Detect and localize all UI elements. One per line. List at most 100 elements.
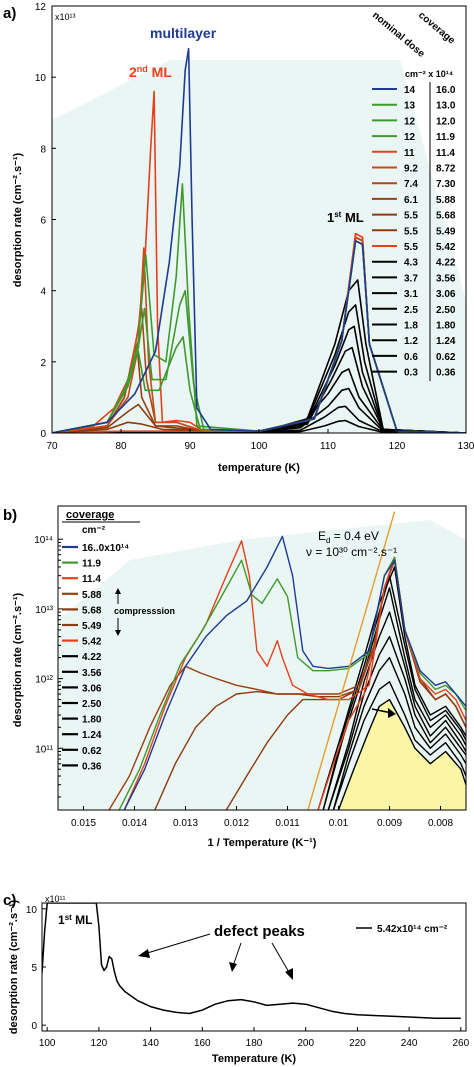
legend-units: cm⁻² x 10¹⁴: [405, 69, 453, 79]
panel-c-multiplier: x10¹¹: [45, 894, 66, 904]
legend-b-label: 3.06: [82, 683, 102, 694]
legend-a-coverage: 4.22: [436, 258, 456, 269]
legend-b-label: 0.36: [82, 761, 102, 772]
compression-arrowhead-down: [115, 630, 121, 636]
legend-b-title: coverage: [66, 509, 114, 521]
legend-a-coverage: 8.72: [436, 164, 456, 175]
panel-a-series: [52, 47, 466, 433]
legend-a-dose: 5.5: [404, 226, 418, 237]
compression-arrowhead-up: [115, 588, 121, 594]
legend-b-label: 5.42: [82, 637, 102, 648]
c-ytick-label: 10: [26, 905, 38, 916]
b-xtick-label: 0.013: [173, 818, 198, 829]
panel-b-series: [108, 511, 466, 810]
legend-a-coverage: 0.36: [436, 368, 456, 379]
legend-a-coverage: 12.0: [436, 116, 456, 127]
legend-b-label: 5.68: [82, 605, 102, 616]
annotation-multilayer: multilayer: [150, 25, 217, 41]
legend-a-dose: 0.6: [404, 352, 418, 363]
legend-a-coverage: 3.56: [436, 273, 456, 284]
legend-a-dose: 7.4: [404, 179, 418, 190]
b-ytick-label: 10¹³: [35, 605, 53, 616]
annotation-2nd-ml: 2nd ML: [129, 64, 172, 80]
annotation-1st-ml: 1st ML: [327, 210, 364, 225]
b-xtick-label: 0.011: [275, 818, 300, 829]
legend-a-dose: 12: [404, 132, 416, 143]
a-ytick-label: 12: [35, 2, 47, 13]
a-ytick-label: 2: [40, 358, 46, 369]
leading-edge-fit-line: [307, 511, 396, 810]
legend-b-label: 4.22: [82, 652, 102, 663]
legend-a-coverage: 0.62: [436, 352, 456, 363]
a-ytick-label: 0: [40, 429, 46, 440]
legend-col2-header: coverage: [416, 10, 457, 47]
panel-c: 100 120 140 160 180 200 220 240 260 0 5 10 c) x10¹¹…: [3, 892, 470, 1065]
c-xtick-label: 220: [349, 1038, 366, 1049]
c-xtick-label: 100: [39, 1038, 56, 1049]
series-b-5.88: [108, 559, 466, 810]
b-area-fill: [338, 699, 466, 810]
a-xtick-label: 100: [251, 441, 268, 452]
legend-b-compression-label: compresssion: [114, 606, 175, 616]
series-c: [42, 903, 461, 1019]
b-xtick-label: 0.009: [377, 818, 402, 829]
legend-c-label: 5.42x10¹⁴ cm⁻²: [377, 924, 448, 935]
panel-b-background-shade: [58, 520, 466, 810]
annotation-c-1st-ml: 1st ML: [58, 913, 92, 927]
panel-b-xlabel: 1 / Temperature (K⁻¹): [208, 837, 317, 849]
legend-b-label: 2.50: [82, 699, 102, 710]
defect-arrowhead-1: [138, 949, 150, 958]
legend-a-coverage: 11.4: [436, 148, 455, 159]
legend-a-dose: 4.3: [404, 258, 418, 269]
a-ytick-label: 10: [35, 73, 47, 84]
legend-a-coverage: 5.42: [436, 242, 456, 253]
legend-b-label: 3.56: [82, 668, 102, 679]
legend-a-coverage: 5.88: [436, 195, 456, 206]
panel-a-ylabel: desorption rate (cm⁻².s⁻¹): [12, 152, 24, 287]
c-xtick-label: 140: [142, 1038, 159, 1049]
legend-b-label: 11.9: [82, 559, 101, 570]
legend-a-dose: 1.8: [404, 321, 418, 332]
panel-b-ticks: 0.015 0.014 0.013 0.012 0.011 0.01 0.009 0.008 1…: [34, 535, 453, 829]
c-xtick-label: 260: [452, 1038, 469, 1049]
c-xtick-label: 180: [246, 1038, 263, 1049]
legend-b-label: 11.4: [82, 574, 101, 585]
c-ytick-label: 5: [31, 963, 37, 974]
b-xtick-label: 0.008: [428, 818, 453, 829]
legend-a-dose: 3.1: [404, 289, 418, 300]
panel-b-legend: coverage cm⁻² 16..0x10¹⁴ 11.9 11.4 5.88 5.68…: [62, 509, 175, 772]
c-xtick-label: 120: [91, 1038, 108, 1049]
legend-b-label: 5.88: [82, 590, 102, 601]
a-ytick-label: 6: [40, 216, 46, 227]
a-xtick-label: 120: [389, 441, 406, 452]
legend-a-coverage: 13.0: [436, 101, 456, 112]
legend-b-label: 0.62: [82, 746, 102, 757]
c-xtick-label: 200: [297, 1038, 314, 1049]
panel-a-xlabel: temperature (K): [218, 462, 300, 474]
legend-a-coverage: 1.80: [436, 321, 456, 332]
legend-a-coverage: 1.24: [436, 336, 456, 347]
legend-a-dose: 5.5: [404, 242, 418, 253]
a-ytick-label: 4: [40, 287, 46, 298]
panel-b: 0.015 0.014 0.013 0.012 0.011 0.01 0.009 0.008 1…: [3, 505, 467, 849]
legend-a-coverage: 16.0: [436, 85, 456, 96]
series-b-16.0: [123, 535, 466, 810]
defect-arrow-3: [271, 942, 291, 975]
b-ytick-label: 10¹⁴: [34, 535, 53, 546]
series-a-0.62: [52, 405, 466, 433]
series-a-11.4: [52, 90, 466, 433]
c-xtick-label: 240: [401, 1038, 418, 1049]
series-b-1.24: [332, 656, 466, 810]
series-b-11.9: [118, 556, 466, 810]
b-ytick-label: 10¹²: [35, 675, 53, 686]
legend-b-label: 1.24: [82, 730, 102, 741]
series-b-0.36: [337, 698, 466, 810]
panel-b-ylabel: desorption rate (cm⁻².s⁻¹): [12, 592, 24, 727]
defect-arrowhead-2: [229, 962, 237, 972]
legend-a-coverage: 11.9: [436, 132, 455, 143]
legend-a-dose: 13: [404, 101, 416, 112]
legend-a-coverage: 7.30: [436, 179, 456, 190]
a-xtick-label: 90: [184, 441, 196, 452]
annotation-ed: Ed = 0.4 eV: [318, 529, 379, 545]
